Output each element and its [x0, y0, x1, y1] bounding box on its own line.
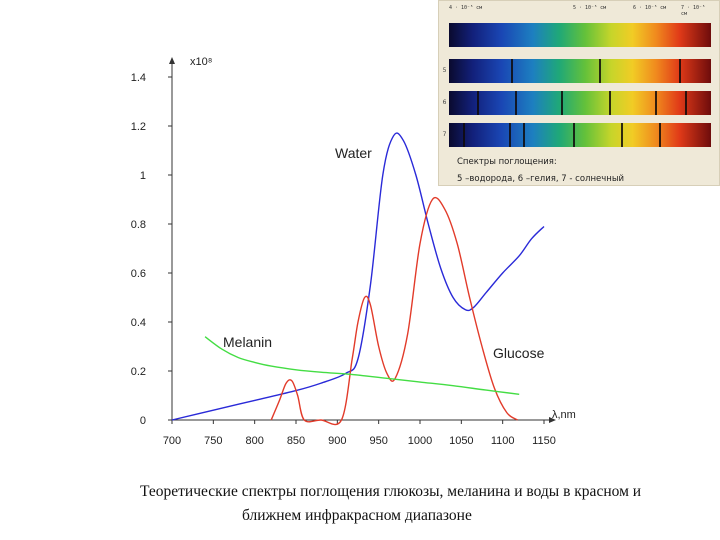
x-axis-label: λ,nm	[552, 409, 576, 421]
inset-spectrum-helium	[449, 91, 711, 115]
x-axis-arrow	[549, 417, 556, 423]
inset-spectrum-solar	[449, 123, 711, 147]
inset-row-label: 7	[442, 131, 447, 138]
chart-series	[171, 132, 545, 426]
inset-scale-mark: 4 · 10⁻⁵ см	[449, 5, 483, 11]
chart-ticks: 700 750 800 850 900 950 1000 1050 1100 1150 0 0.2 0.…	[131, 72, 556, 447]
x-tick-label: 1100	[491, 435, 515, 447]
figure-caption: Теоретические спектры поглощения глюкозы…	[140, 480, 700, 528]
inset-caption-detail: 5 –водорода, 6 –гелия, 7 - солнечный	[457, 174, 625, 184]
figure-caption-line: Теоретические спектры поглощения глюкозы…	[140, 483, 642, 500]
inset-caption-title: Спектры поглощения:	[457, 157, 557, 167]
inset-scale-mark: 5 · 10⁻⁵ см	[573, 5, 607, 11]
chart-axes	[169, 57, 556, 423]
x-tick-label: 950	[369, 435, 387, 447]
y-tick-label: 0.6	[131, 268, 146, 280]
y-tick-label: 0.8	[131, 219, 146, 231]
inset-scale-mark: 7 · 10⁻⁵ см	[681, 5, 706, 17]
inset-scale-mark: 6 · 10⁻⁵ см	[633, 5, 667, 11]
inset-continuous-spectrum	[449, 23, 711, 47]
series-line-water	[171, 132, 545, 421]
x-tick-label: 750	[204, 435, 222, 447]
x-tick-label: 850	[287, 435, 305, 447]
y-tick-label: 0	[140, 415, 146, 427]
y-tick-label: 1.2	[131, 121, 146, 133]
series-line-glucose	[270, 196, 518, 426]
x-tick-label: 700	[163, 435, 181, 447]
figure-caption-line: ближнем инфракрасном диапазоне	[242, 507, 472, 524]
inset-row-label: 5	[442, 67, 447, 74]
y-axis-multiplier: x10⁸	[190, 56, 212, 68]
inset-row-label: 6	[442, 99, 447, 106]
y-tick-label: 0.4	[131, 317, 146, 329]
series-label-glucose: Glucose	[493, 345, 545, 361]
y-tick-label: 1	[140, 170, 146, 182]
x-tick-label: 800	[245, 435, 263, 447]
y-tick-label: 1.4	[131, 72, 146, 84]
series-line-melanin	[204, 336, 520, 395]
series-label-melanin: Melanin	[223, 334, 272, 350]
series-label-water: Water	[335, 145, 372, 161]
x-tick-label: 1150	[532, 435, 556, 447]
inset-spectrum-hydrogen	[449, 59, 711, 83]
x-tick-label: 1000	[408, 435, 432, 447]
chart-labels: λ,nm x10⁸ Water Glucose Melanin	[190, 56, 576, 421]
y-axis-arrow	[169, 57, 175, 64]
y-tick-label: 0.2	[131, 366, 146, 378]
x-tick-label: 900	[328, 435, 346, 447]
spectra-inset-figure: 4 · 10⁻⁵ см 5 · 10⁻⁵ см 6 · 10⁻⁵ см 7 · …	[438, 0, 720, 186]
x-tick-label: 1050	[449, 435, 473, 447]
inset-scale-row: 4 · 10⁻⁵ см 5 · 10⁻⁵ см 6 · 10⁻⁵ см 7 · …	[445, 5, 713, 17]
